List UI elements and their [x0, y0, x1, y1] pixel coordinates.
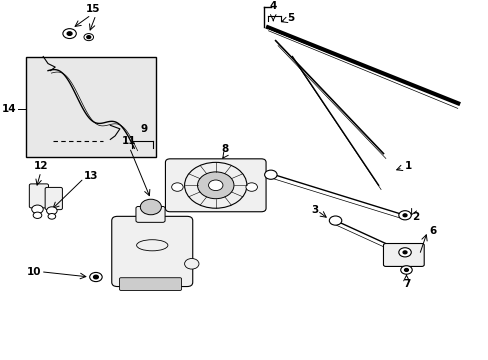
Circle shape: [48, 213, 56, 219]
Circle shape: [46, 207, 57, 215]
Text: 2: 2: [411, 212, 419, 222]
Circle shape: [184, 258, 199, 269]
Text: 12: 12: [34, 161, 48, 171]
FancyBboxPatch shape: [383, 243, 424, 266]
Text: 7: 7: [402, 279, 409, 289]
Circle shape: [404, 269, 407, 271]
Circle shape: [208, 180, 223, 190]
FancyBboxPatch shape: [45, 188, 62, 210]
Circle shape: [184, 162, 246, 208]
Circle shape: [93, 275, 98, 279]
Text: 15: 15: [86, 4, 101, 14]
Circle shape: [84, 33, 93, 41]
Circle shape: [402, 251, 406, 254]
Text: 11: 11: [122, 136, 137, 147]
FancyBboxPatch shape: [119, 278, 181, 291]
Text: 3: 3: [311, 205, 318, 215]
Text: 6: 6: [428, 226, 435, 236]
Circle shape: [264, 170, 277, 179]
Circle shape: [140, 199, 161, 215]
Circle shape: [398, 248, 410, 257]
Text: 4: 4: [269, 1, 276, 11]
FancyBboxPatch shape: [112, 216, 192, 287]
FancyBboxPatch shape: [136, 207, 165, 222]
Circle shape: [245, 183, 257, 191]
Text: 13: 13: [84, 171, 98, 181]
Text: 9: 9: [140, 124, 147, 134]
Circle shape: [402, 214, 406, 217]
Circle shape: [63, 29, 76, 39]
Circle shape: [32, 205, 43, 213]
Text: 1: 1: [404, 161, 411, 171]
Text: 5: 5: [287, 13, 294, 23]
Circle shape: [398, 211, 410, 220]
Circle shape: [197, 172, 233, 199]
Bar: [26, 57, 156, 157]
Circle shape: [171, 183, 183, 191]
Text: 14: 14: [2, 104, 17, 114]
FancyBboxPatch shape: [165, 159, 265, 212]
Circle shape: [328, 216, 341, 225]
Text: 8: 8: [221, 144, 228, 154]
Circle shape: [400, 266, 411, 274]
Circle shape: [33, 212, 41, 219]
FancyBboxPatch shape: [29, 184, 48, 208]
Circle shape: [87, 36, 90, 39]
Circle shape: [89, 273, 102, 282]
Circle shape: [67, 32, 72, 35]
Text: 10: 10: [26, 267, 41, 277]
